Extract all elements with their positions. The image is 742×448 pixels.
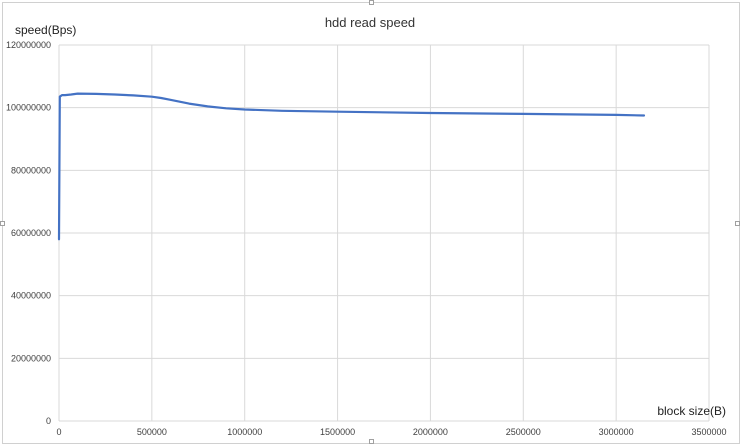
x-tick-label: 3000000 (599, 427, 634, 437)
y-tick-label: 20000000 (11, 353, 51, 363)
y-tick-labels: 0 20000000 40000000 60000000 80000000 1000000… (6, 40, 51, 426)
gridlines (58, 44, 710, 422)
resize-handle-bottom[interactable] (369, 439, 374, 444)
x-tick-label: 2000000 (413, 427, 448, 437)
x-tick-label: 2500000 (506, 427, 541, 437)
chart-title: hdd read speed (325, 15, 415, 30)
resize-handle-left[interactable] (0, 221, 5, 226)
x-tick-label: 1000000 (227, 427, 262, 437)
line-chart: 0200000004000000060000000800000001000000… (6, 15, 727, 437)
y-axis-label: speed(Bps) (15, 23, 76, 37)
x-tick-label: 500000 (137, 427, 167, 437)
x-tick-label: 3500000 (691, 427, 726, 437)
y-tick-label: 0 (46, 416, 51, 426)
x-tick-label: 0 (56, 427, 61, 437)
series-line (57, 92, 646, 241)
series-layer (57, 92, 646, 241)
y-tick-label: 80000000 (11, 165, 51, 175)
x-tick-labels: 0 500000 1000000 1500000 2000000 2500000 30000… (56, 427, 726, 437)
resize-handle-right[interactable] (735, 221, 740, 226)
y-tick-label: 120000000 (6, 40, 51, 50)
x-tick-label: 1500000 (320, 427, 355, 437)
y-tick-label: 60000000 (11, 228, 51, 238)
x-axis-label: block size(B) (657, 404, 726, 418)
y-tick-label: 40000000 (11, 291, 51, 301)
y-tick-label: 100000000 (6, 103, 51, 113)
resize-handle-top[interactable] (369, 0, 374, 5)
